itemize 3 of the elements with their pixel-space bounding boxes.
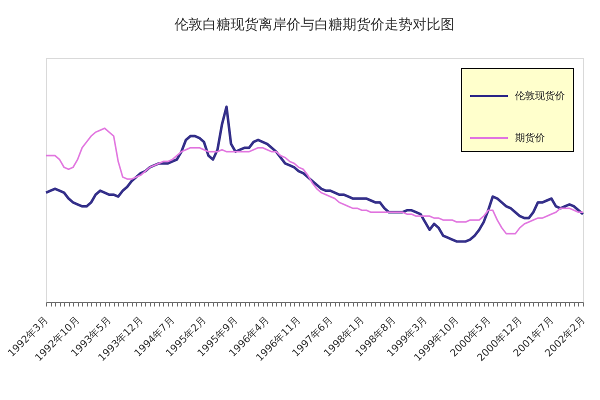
chart-title: 伦敦白糖现货离岸价与白糖期货价走势对比图 — [174, 17, 454, 33]
legend-label: 期货价 — [515, 132, 545, 144]
legend-label: 伦敦现货价 — [515, 90, 565, 102]
